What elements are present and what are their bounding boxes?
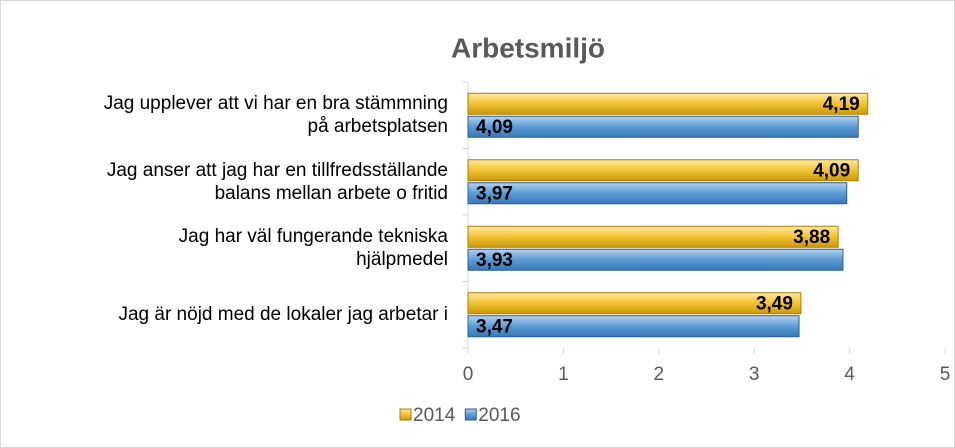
bar <box>467 92 869 115</box>
category-label: Jag anser att jag har en tillfredsställa… <box>106 159 448 204</box>
bar <box>467 182 848 205</box>
x-tick-label: 3 <box>749 364 760 385</box>
x-tick-label: 2 <box>654 364 665 385</box>
bar <box>467 159 859 182</box>
x-tick-label: 0 <box>463 364 474 385</box>
category-label: Jag är nöjd med de lokaler jag arbetar i <box>118 304 448 326</box>
data-label: 4,09 <box>813 160 850 181</box>
x-tick-label: 4 <box>844 364 855 385</box>
legend-swatch <box>399 408 412 421</box>
bar <box>467 315 800 338</box>
legend-label: 2014 <box>413 405 456 426</box>
category-label: Jag upplever att vi har en bra stämmning… <box>103 93 448 138</box>
data-label: 3,49 <box>756 293 793 314</box>
category-label: Jag har väl fungerande tekniska hjälpmed… <box>178 226 448 271</box>
legend-label: 2016 <box>478 405 520 426</box>
x-tick-label: 5 <box>940 364 951 385</box>
x-tick-label: 1 <box>558 364 569 385</box>
bar <box>467 225 839 248</box>
bar <box>467 248 844 271</box>
data-label: 4,19 <box>823 94 860 115</box>
data-label: 4,09 <box>476 117 513 138</box>
data-label: 3,47 <box>476 316 513 337</box>
bar <box>467 292 802 315</box>
legend-swatch <box>464 408 477 421</box>
chart-title: Arbetsmiljö <box>451 32 605 63</box>
data-label: 3,93 <box>476 250 513 271</box>
data-label: 3,88 <box>793 227 830 248</box>
data-label: 3,97 <box>476 183 513 204</box>
bar <box>467 115 859 138</box>
